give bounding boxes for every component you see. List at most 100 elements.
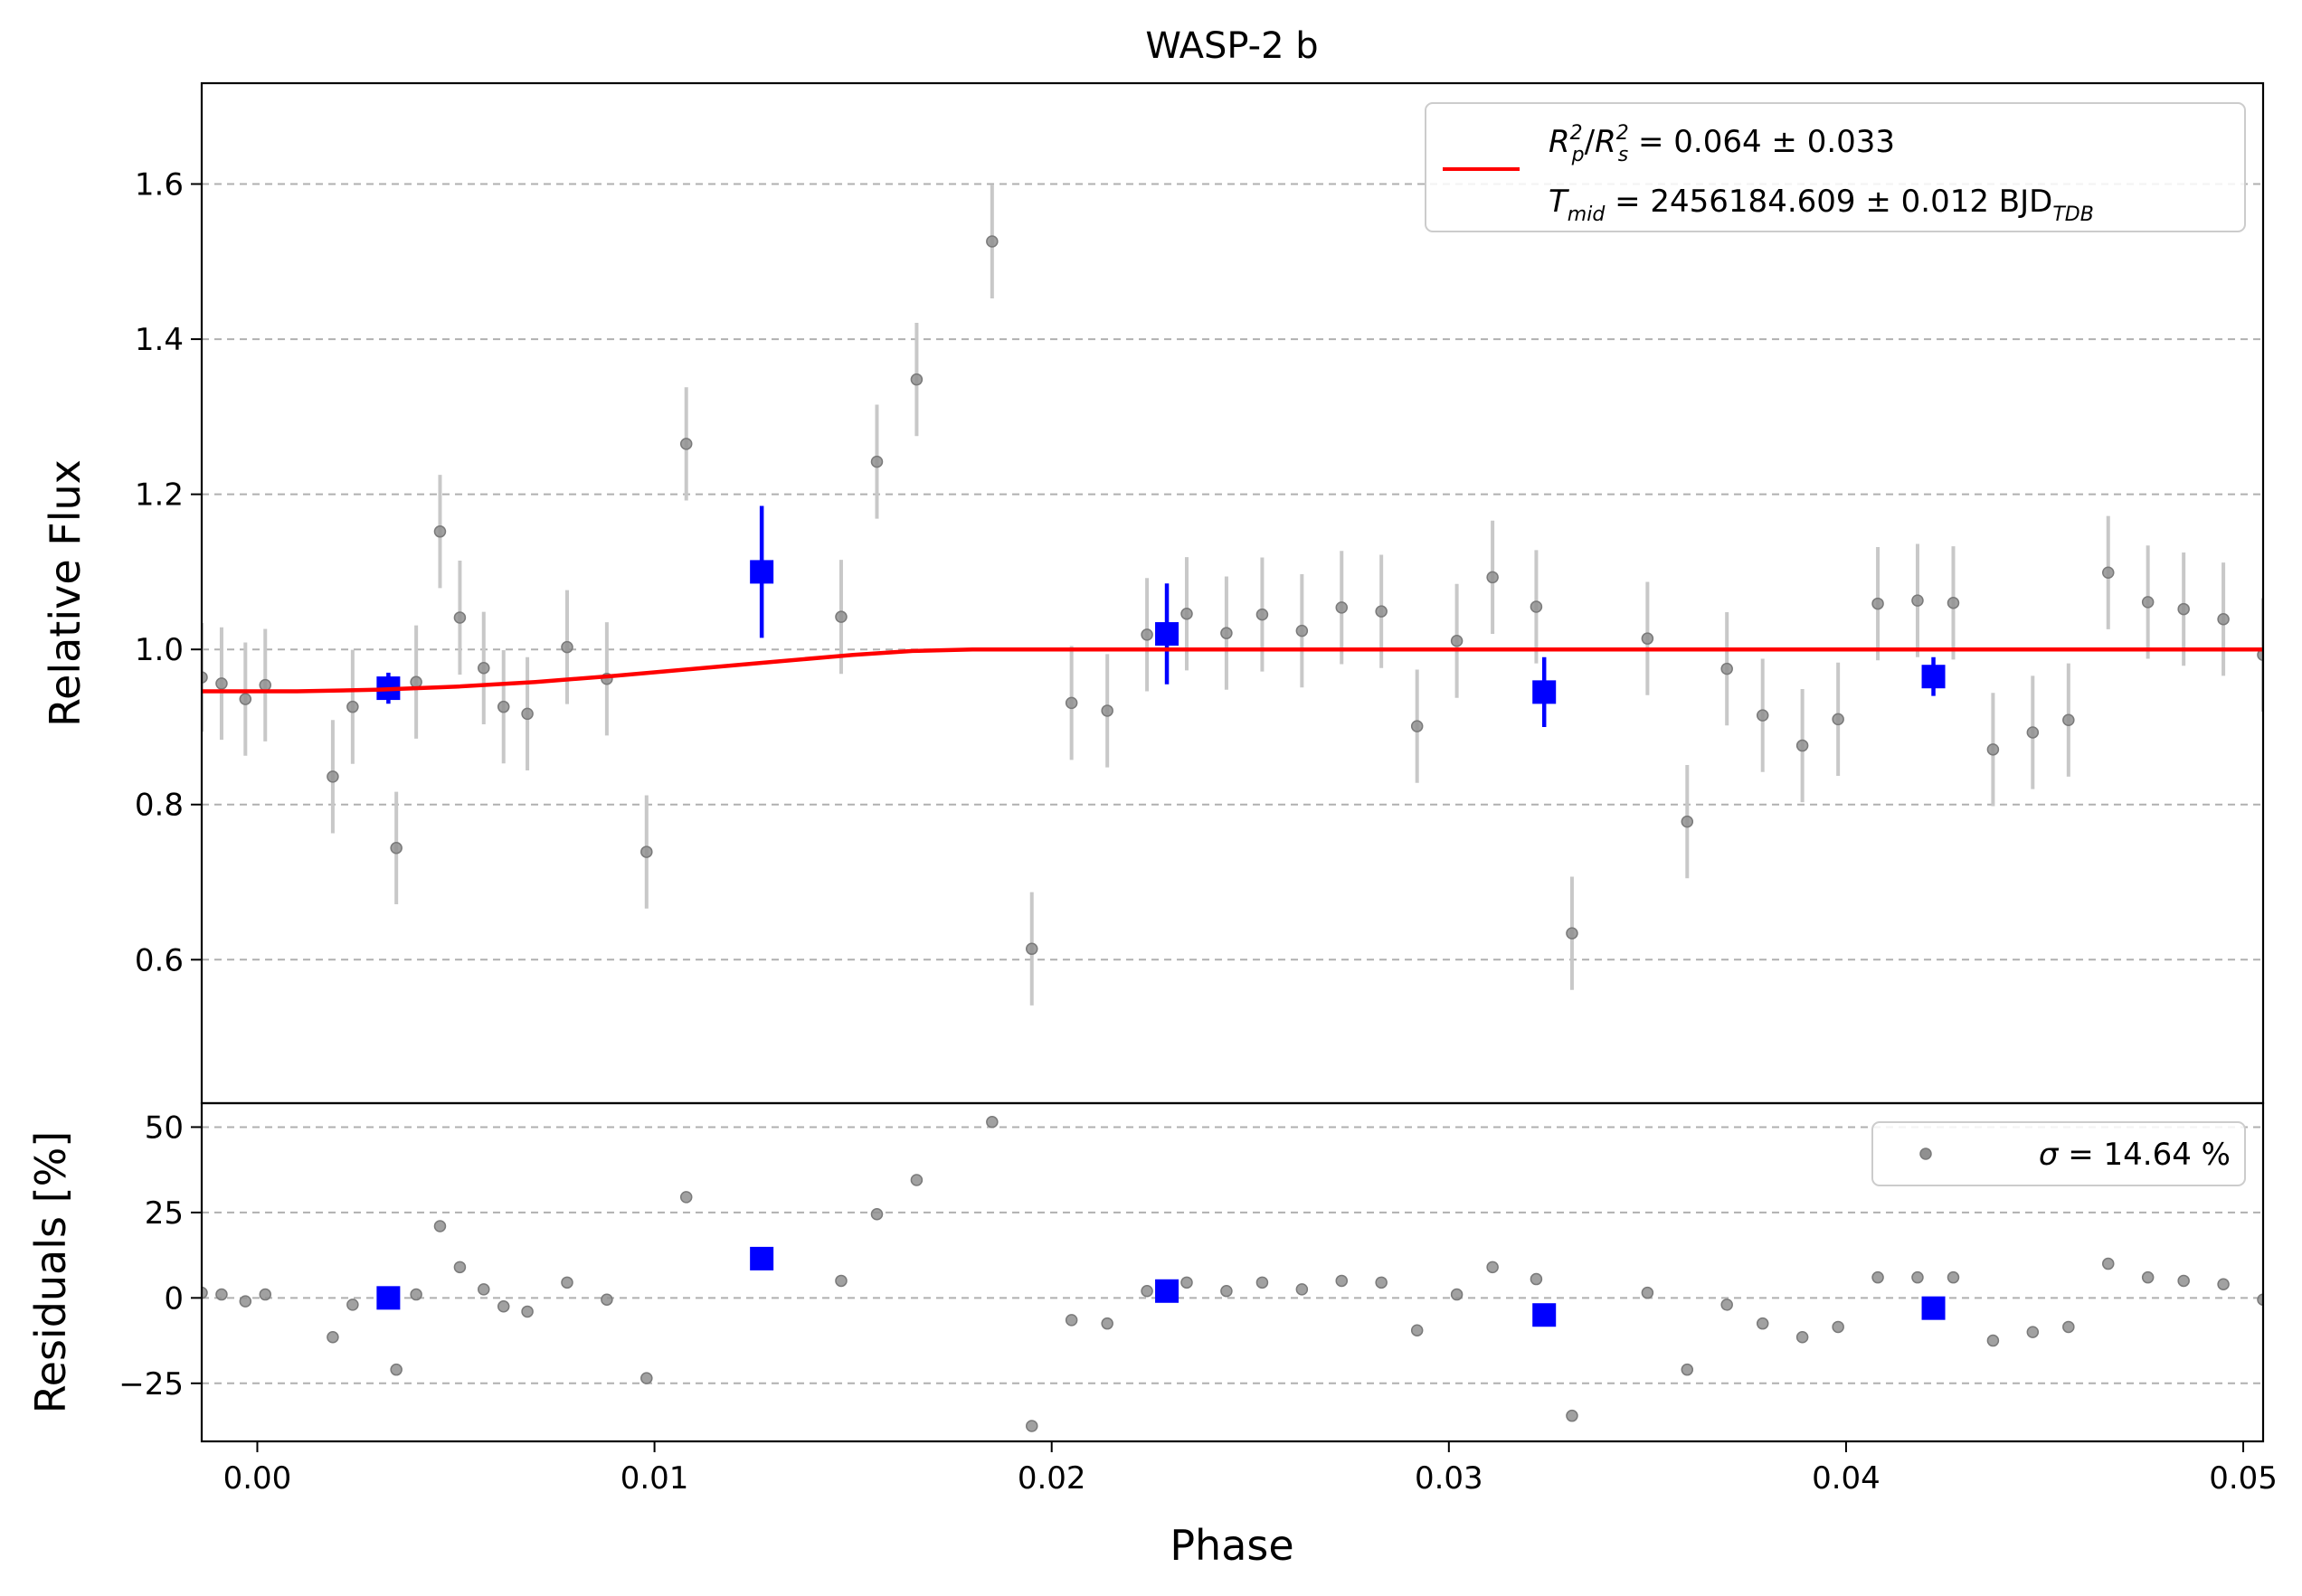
residual-point: [870, 1208, 884, 1221]
data-point: [521, 707, 534, 721]
residual-point: [497, 1300, 510, 1313]
main-y-tick-label: 1.2: [135, 477, 184, 514]
data-point: [1566, 927, 1578, 940]
data-point: [1756, 709, 1769, 722]
data-point: [1141, 628, 1153, 641]
residual-point: [433, 1220, 447, 1232]
residual-point: [1566, 1409, 1578, 1422]
residual-point: [478, 1283, 490, 1296]
residual-point: [561, 1276, 573, 1289]
data-point: [679, 438, 693, 450]
residual-binned-point: [376, 1286, 401, 1310]
residual-binned-points: [376, 1246, 1946, 1327]
residual-point: [1947, 1270, 1960, 1284]
data-point: [1180, 607, 1193, 620]
chart-title: WASP-2 b: [1145, 25, 1318, 67]
residual-y-tick-label: 0: [164, 1280, 184, 1317]
residual-point: [640, 1372, 653, 1384]
main-y-tick-label: 0.6: [135, 942, 184, 978]
binned-point: [1532, 680, 1557, 704]
residual-point: [1911, 1270, 1924, 1284]
data-point: [239, 693, 252, 705]
main-legend: R2 p/R2 s = 0.064 ± 0.033 Tmid = 2456184.6…: [1425, 102, 2246, 232]
residual-point: [1756, 1317, 1769, 1330]
residual-point: [1180, 1276, 1193, 1289]
main-errorbars: [202, 184, 2263, 1006]
data-point: [1911, 594, 1924, 607]
data-point: [2062, 713, 2075, 726]
residual-binned-point: [1155, 1279, 1179, 1303]
legend-label-tmid: Tmid = 2456184.609 ± 0.012 BJDTDB: [1549, 184, 2094, 226]
x-tick-label: 0.02: [1018, 1460, 1086, 1497]
residual-point: [2141, 1270, 2155, 1284]
residual-point: [2257, 1293, 2263, 1306]
x-tick-label: 0.00: [223, 1460, 292, 1497]
main-binned-points: [376, 505, 1946, 727]
residual-point: [1141, 1285, 1153, 1298]
residual-point: [1641, 1286, 1654, 1299]
model-curve-group: [202, 647, 2263, 694]
data-point: [1871, 597, 1884, 610]
data-point: [1220, 627, 1233, 639]
x-tick-label: 0.03: [1415, 1460, 1483, 1497]
residual-point: [215, 1288, 228, 1301]
residual-point: [2217, 1278, 2230, 1290]
data-point: [390, 842, 403, 855]
residual-y-tick-label: 50: [145, 1110, 184, 1146]
data-point: [1947, 596, 1960, 609]
residual-y-tick-label: 25: [145, 1195, 184, 1232]
main-data-points: [202, 235, 2263, 956]
data-point: [2141, 596, 2155, 609]
residual-y-tick-label: −25: [118, 1366, 184, 1402]
data-point: [835, 610, 848, 623]
residual-point: [1986, 1334, 2000, 1347]
residual-point: [2062, 1320, 2075, 1334]
residual-point: [1832, 1320, 1844, 1334]
residual-point: [2101, 1257, 2115, 1270]
data-point: [910, 373, 924, 386]
residual-point: [327, 1331, 339, 1344]
residual-data-points: [202, 1116, 2263, 1432]
data-point: [1641, 632, 1654, 645]
residual-point: [259, 1288, 272, 1301]
main-y-axis-label: Relative Flux: [41, 459, 90, 727]
x-tick-label: 0.01: [620, 1460, 689, 1497]
data-point: [1410, 720, 1424, 732]
residual-point: [390, 1363, 403, 1376]
x-tick-label: 0.04: [1812, 1460, 1880, 1497]
data-point: [1295, 624, 1309, 637]
main-y-tick-label: 1.0: [135, 632, 184, 668]
main-y-tick-label: 0.8: [135, 788, 184, 824]
residual-point: [1335, 1274, 1349, 1288]
data-point: [410, 675, 422, 688]
data-point: [1101, 704, 1113, 717]
binned-point: [750, 560, 774, 584]
x-tick-label: 0.05: [2209, 1460, 2278, 1497]
residual-legend: σ = 14.64 %: [1871, 1121, 2246, 1186]
data-point: [1335, 601, 1349, 614]
residual-binned-point: [1921, 1296, 1946, 1320]
residual-axes-frame: [200, 1101, 2265, 1443]
data-point: [1450, 635, 1464, 647]
data-point: [433, 525, 447, 538]
legend-label-radius-ratio: R2 p/R2 s = 0.064 ± 0.033: [1549, 122, 1895, 166]
residual-point: [1486, 1261, 1499, 1274]
residual-point: [202, 1286, 208, 1299]
data-point: [327, 770, 339, 783]
residual-point: [346, 1299, 359, 1311]
residual-point: [1375, 1276, 1388, 1289]
data-point: [259, 678, 272, 692]
data-point: [561, 640, 573, 654]
residual-point: [1410, 1324, 1424, 1336]
residual-point: [453, 1261, 467, 1274]
residual-gridlines: [202, 1126, 2263, 1384]
main-y-ticks: 0.6 0.8 1.0 1.2 1.4 1.6: [135, 167, 202, 978]
data-point: [215, 677, 228, 690]
residual-point: [1220, 1285, 1233, 1298]
legend-label-sigma: σ = 14.64 %: [2039, 1137, 2231, 1173]
data-point: [2101, 566, 2115, 580]
data-point: [1530, 600, 1543, 613]
residual-point: [521, 1305, 534, 1318]
residual-point: [1025, 1420, 1038, 1432]
